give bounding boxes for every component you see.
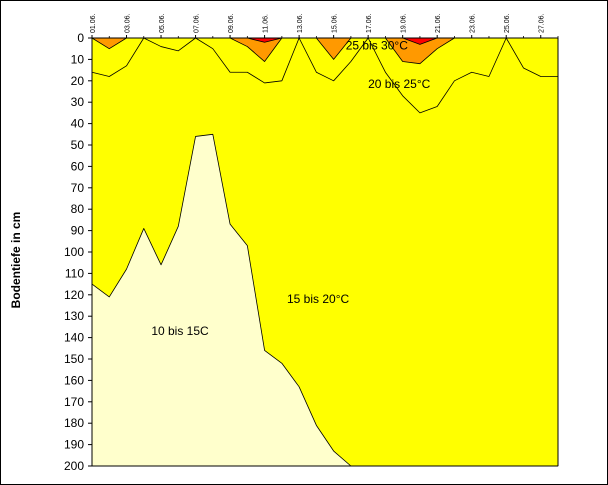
y-tick-label: 10: [71, 52, 85, 66]
y-tick-label: 140: [64, 331, 84, 345]
y-tick-label: 60: [71, 159, 85, 173]
x-tick-label: 09.06.: [228, 13, 235, 33]
x-tick-label: 11.06.: [263, 14, 270, 33]
y-tick-label: 80: [71, 202, 85, 216]
y-tick-label: 100: [64, 245, 84, 259]
temperature-areas: [91, 37, 559, 467]
y-tick-label: 200: [64, 459, 84, 473]
x-tick-label: 23.06.: [470, 13, 477, 33]
y-tick-label: 30: [71, 95, 85, 109]
y-axis-title: Bodentiefe in cm: [9, 212, 23, 309]
region-label: 10 bis 15C: [151, 324, 209, 338]
x-tick-label: 19.06.: [401, 13, 408, 33]
y-tick-label: 130: [64, 309, 84, 323]
x-tick-label: 03.06.: [125, 13, 132, 33]
region-labels: 25 bis 30°C 20 bis 25°C 15 bis 20°C 10 bis …: [151, 38, 430, 338]
region-label: 15 bis 20°C: [287, 292, 350, 306]
y-tick-label: 50: [71, 138, 85, 152]
y-axis: 0 10 20 30 40 50 60 70 80 90 100 110 120 130 140 150 160…: [64, 31, 92, 473]
y-tick-label: 190: [64, 438, 84, 452]
x-tick-label: 21.06.: [435, 13, 442, 33]
x-tick-label: 07.06.: [194, 13, 201, 33]
y-tick-label: 160: [64, 373, 84, 387]
x-tick-label: 05.06.: [159, 13, 166, 33]
y-tick-label: 0: [77, 31, 84, 45]
y-tick-label: 150: [64, 352, 84, 366]
y-tick-label: 110: [65, 266, 84, 280]
x-tick-label: 13.06.: [297, 13, 304, 33]
y-tick-label: 40: [71, 117, 85, 131]
y-tick-label: 180: [64, 416, 84, 430]
x-tick-label: 27.06.: [539, 13, 546, 33]
y-tick-label: 170: [64, 395, 84, 409]
y-tick-label: 20: [71, 74, 85, 88]
x-tick-label: 01.06.: [90, 13, 97, 33]
region-label: 25 bis 30°C: [346, 38, 409, 52]
x-tick-label: 25.06.: [504, 13, 511, 33]
y-tick-label: 120: [64, 288, 84, 302]
x-axis: 01.06. 03.06. 05.06. 07.06. 09.06. 11.06. 13.0…: [90, 13, 559, 38]
x-tick-label: 15.06.: [332, 13, 339, 33]
y-tick-label: 90: [71, 224, 85, 238]
region-label: 20 bis 25°C: [368, 77, 431, 91]
x-tick-label: 17.06.: [366, 13, 373, 33]
y-tick-label: 70: [71, 181, 85, 195]
